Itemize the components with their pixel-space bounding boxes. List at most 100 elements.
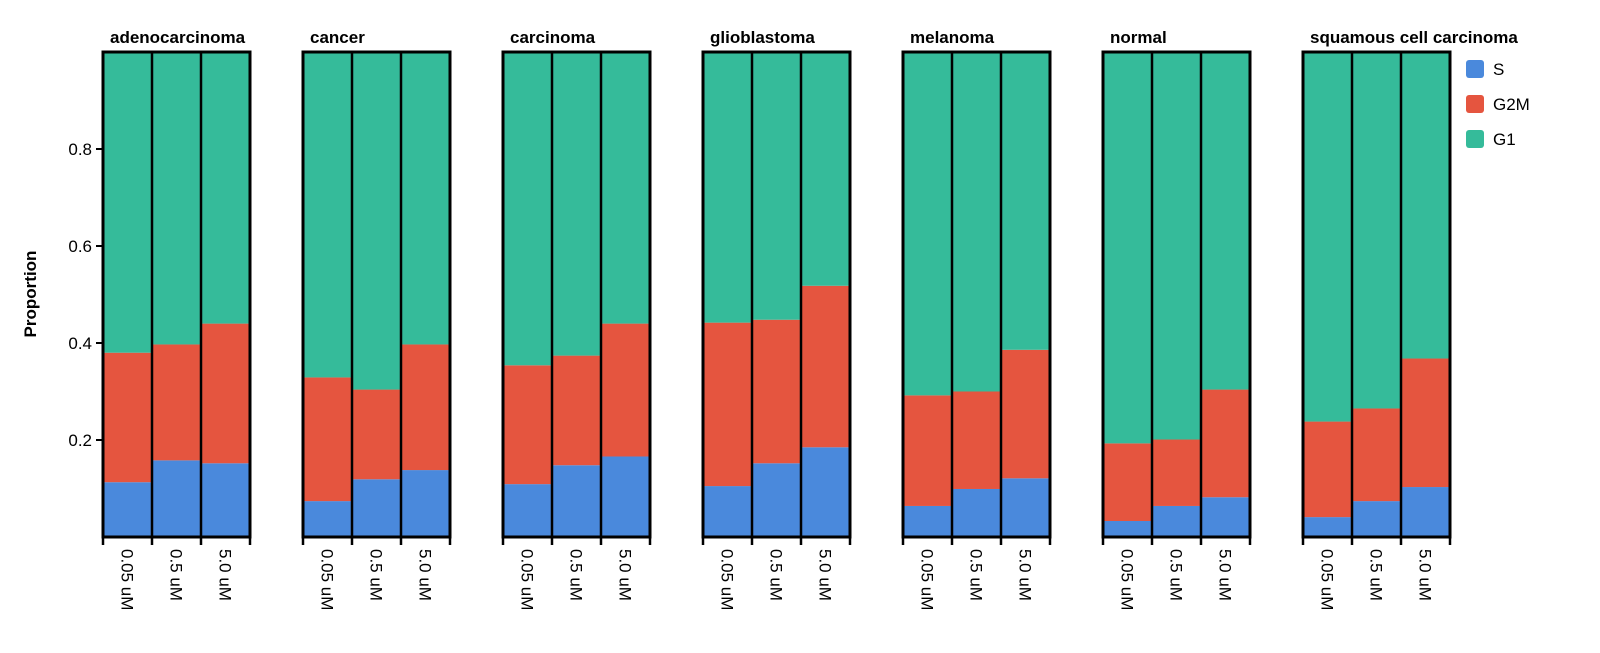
bar-segment — [1103, 443, 1152, 521]
x-tick-label: 5.0 uM — [616, 549, 635, 601]
bar-segment — [303, 377, 352, 502]
bar-segment — [503, 484, 552, 537]
bar-segment — [752, 463, 801, 537]
bar-segment — [552, 465, 601, 537]
bar-segment — [201, 52, 250, 324]
y-tick-label: 0.4 — [68, 334, 92, 353]
x-tick-label: 0.05 uM — [518, 549, 537, 610]
panel-frame — [301, 50, 452, 539]
legend-label: G2M — [1493, 95, 1530, 114]
bar-segment — [752, 52, 801, 320]
facet-title: normal — [1110, 28, 1167, 47]
facet-title: glioblastoma — [710, 28, 815, 47]
x-tick-label: 5.0 uM — [1416, 549, 1435, 601]
x-tick-label: 0.5 uM — [367, 549, 386, 601]
bar-segment — [601, 456, 650, 537]
bar-segment — [1352, 408, 1401, 502]
facet-title: carcinoma — [510, 28, 596, 47]
x-tick-label: 5.0 uM — [216, 549, 235, 601]
x-tick-label: 5.0 uM — [1016, 549, 1035, 601]
bar-segment — [1401, 487, 1450, 537]
bar-segment — [201, 323, 250, 464]
bar-segment — [1103, 520, 1152, 537]
bar-segment — [352, 479, 401, 537]
bar-segment — [352, 52, 401, 390]
bar-segment — [201, 463, 250, 537]
y-axis-label: Proportion — [21, 251, 40, 338]
facet-title: squamous cell carcinoma — [1310, 28, 1518, 47]
bar-segment — [703, 486, 752, 537]
bar-segment — [1001, 349, 1050, 479]
bar-segment — [1303, 421, 1352, 518]
x-tick-label: 0.5 uM — [1167, 549, 1186, 601]
bar-segment — [1103, 52, 1152, 444]
y-tick-label: 0.6 — [68, 237, 92, 256]
x-tick-label: 5.0 uM — [416, 549, 435, 601]
x-tick-label: 0.5 uM — [1367, 549, 1386, 601]
bar-segment — [952, 52, 1001, 392]
x-tick-label: 0.05 uM — [118, 549, 137, 610]
panel-frame — [101, 50, 252, 539]
bar-segment — [703, 52, 752, 323]
x-tick-label: 0.05 uM — [918, 549, 937, 610]
bar-segment — [152, 344, 201, 461]
bar-segment — [1303, 52, 1352, 422]
bar-segment — [703, 322, 752, 487]
y-tick-label: 0.8 — [68, 140, 92, 159]
legend-swatch — [1466, 130, 1484, 148]
x-tick-label: 0.5 uM — [967, 549, 986, 601]
bar-segment — [401, 344, 450, 471]
panel-frame — [901, 50, 1052, 539]
bar-segment — [103, 352, 152, 483]
panel-frame — [1301, 50, 1452, 539]
bar-segment — [801, 447, 850, 537]
bar-segment — [903, 505, 952, 537]
bar-segment — [103, 482, 152, 537]
x-tick-label: 0.5 uM — [167, 549, 186, 601]
bar-segment — [1152, 439, 1201, 506]
bar-segment — [152, 52, 201, 345]
bar-segment — [1401, 358, 1450, 488]
bar-segment — [1201, 497, 1250, 537]
bar-segment — [752, 319, 801, 464]
legend-label: S — [1493, 60, 1504, 79]
bar-segment — [601, 323, 650, 457]
x-tick-label: 0.05 uM — [1118, 549, 1137, 610]
bar-segment — [801, 285, 850, 448]
legend-swatch — [1466, 95, 1484, 113]
bar-segment — [1152, 52, 1201, 440]
bar-segment — [1201, 52, 1250, 390]
bar-segment — [152, 460, 201, 537]
bar-segment — [903, 395, 952, 506]
bar-segment — [1001, 478, 1050, 537]
facet-title: melanoma — [910, 28, 995, 47]
panel-frame — [1101, 50, 1252, 539]
panel-frame — [701, 50, 852, 539]
bar-segment — [1001, 52, 1050, 350]
bar-segment — [1303, 517, 1352, 537]
bar-segment — [601, 52, 650, 324]
x-tick-label: 0.05 uM — [1318, 549, 1337, 610]
x-tick-label: 0.5 uM — [567, 549, 586, 601]
y-tick-label: 0.2 — [68, 431, 92, 450]
x-tick-label: 5.0 uM — [1216, 549, 1235, 601]
x-tick-label: 0.05 uM — [718, 549, 737, 610]
bar-segment — [503, 52, 552, 366]
bar-segment — [401, 470, 450, 537]
bar-segment — [1201, 389, 1250, 498]
bar-segment — [1352, 501, 1401, 537]
bar-segment — [1352, 52, 1401, 409]
bar-segment — [952, 391, 1001, 489]
x-tick-label: 5.0 uM — [816, 549, 835, 601]
bar-segment — [903, 52, 952, 396]
x-tick-label: 0.5 uM — [767, 549, 786, 601]
legend-label: G1 — [1493, 130, 1516, 149]
facet-title: cancer — [310, 28, 365, 47]
bar-segment — [503, 365, 552, 485]
bar-segment — [352, 389, 401, 480]
legend-swatch — [1466, 60, 1484, 78]
bar-segment — [952, 488, 1001, 537]
bar-segment — [103, 52, 152, 353]
bar-segment — [1152, 505, 1201, 537]
